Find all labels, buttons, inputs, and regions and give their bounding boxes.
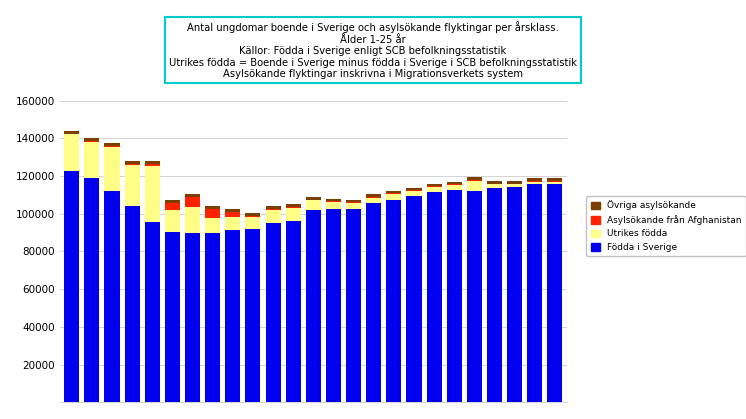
Bar: [447, 190, 462, 402]
Bar: [346, 202, 361, 203]
Bar: [548, 184, 562, 402]
Bar: [64, 134, 79, 171]
Bar: [386, 199, 401, 402]
Bar: [165, 203, 180, 210]
Text: Antal ungdomar boende i Sverige och asylsökande flyktingar per årsklass.
Ålder 1: Antal ungdomar boende i Sverige och asyl…: [169, 21, 577, 80]
Bar: [205, 218, 220, 233]
Bar: [185, 197, 200, 207]
Bar: [225, 217, 240, 230]
Bar: [386, 191, 401, 193]
Bar: [125, 163, 140, 165]
Bar: [386, 194, 401, 199]
Bar: [346, 209, 361, 402]
Bar: [407, 190, 421, 191]
Bar: [366, 203, 381, 402]
Bar: [507, 181, 522, 184]
Bar: [427, 186, 442, 187]
Bar: [487, 184, 502, 188]
Bar: [84, 142, 99, 178]
Bar: [447, 184, 462, 185]
Bar: [286, 204, 301, 207]
Bar: [84, 178, 99, 402]
Bar: [266, 223, 280, 402]
Bar: [467, 181, 482, 191]
Bar: [185, 207, 200, 233]
Bar: [386, 193, 401, 194]
Bar: [487, 181, 502, 184]
Bar: [527, 181, 542, 182]
Bar: [84, 138, 99, 141]
Bar: [548, 182, 562, 184]
Bar: [245, 215, 260, 217]
Bar: [104, 143, 119, 146]
Bar: [366, 198, 381, 203]
Bar: [407, 188, 421, 190]
Bar: [326, 199, 341, 202]
Bar: [527, 182, 542, 184]
Bar: [326, 209, 341, 402]
Bar: [165, 201, 180, 203]
Bar: [145, 161, 160, 164]
Bar: [507, 184, 522, 187]
Bar: [145, 166, 160, 222]
Bar: [407, 191, 421, 196]
Bar: [185, 194, 200, 197]
Bar: [306, 200, 321, 210]
Bar: [225, 230, 240, 402]
Bar: [205, 206, 220, 209]
Bar: [527, 184, 542, 402]
Bar: [145, 164, 160, 166]
Bar: [467, 178, 482, 180]
Bar: [366, 194, 381, 197]
Bar: [286, 207, 301, 208]
Legend: Övriga asylsökande, Asylsökande från Afghanistan, Utrikes födda, Födda i Sverige: Övriga asylsökande, Asylsökande från Afg…: [586, 196, 746, 256]
Bar: [427, 184, 442, 186]
Bar: [286, 208, 301, 221]
Bar: [125, 161, 140, 163]
Bar: [548, 178, 562, 181]
Bar: [507, 187, 522, 402]
Bar: [527, 178, 542, 181]
Bar: [467, 180, 482, 181]
Bar: [205, 209, 220, 218]
Bar: [447, 185, 462, 190]
Bar: [548, 181, 562, 182]
Bar: [427, 187, 442, 192]
Bar: [104, 146, 119, 147]
Bar: [266, 209, 280, 210]
Bar: [487, 188, 502, 402]
Bar: [104, 191, 119, 402]
Bar: [306, 197, 321, 199]
Bar: [84, 141, 99, 142]
Bar: [245, 217, 260, 229]
Bar: [245, 229, 260, 402]
Bar: [185, 233, 200, 402]
Bar: [266, 206, 280, 209]
Bar: [286, 221, 301, 402]
Bar: [165, 232, 180, 402]
Bar: [205, 233, 220, 402]
Bar: [125, 165, 140, 206]
Bar: [245, 213, 260, 215]
Bar: [64, 131, 79, 134]
Bar: [407, 196, 421, 402]
Bar: [346, 203, 361, 209]
Bar: [447, 182, 462, 184]
Bar: [64, 171, 79, 402]
Bar: [125, 206, 140, 402]
Bar: [225, 212, 240, 217]
Bar: [225, 209, 240, 212]
Bar: [306, 210, 321, 402]
Bar: [165, 210, 180, 232]
Bar: [427, 192, 442, 402]
Bar: [346, 200, 361, 202]
Bar: [145, 222, 160, 402]
Bar: [306, 199, 321, 201]
Bar: [326, 202, 341, 209]
Bar: [467, 191, 482, 402]
Bar: [266, 210, 280, 223]
Bar: [104, 147, 119, 191]
Bar: [366, 197, 381, 198]
